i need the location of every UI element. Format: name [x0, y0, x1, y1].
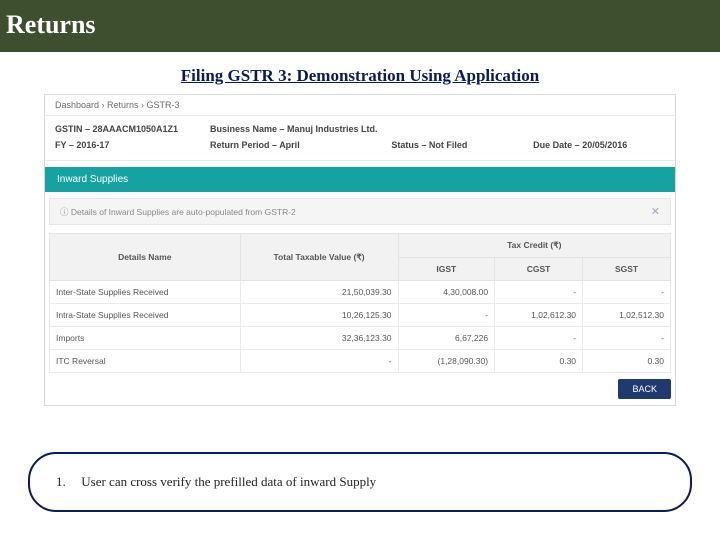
table-row: Imports 32,36,123.30 6,67,226 - - [50, 327, 671, 350]
status-field: Status – Not Filed [391, 140, 523, 150]
gstin-field: GSTIN – 28AAACM1050A1Z1 [55, 124, 200, 134]
page-title: Returns [6, 10, 96, 39]
business-name-field: Business Name – Manuj Industries Ltd. [210, 124, 381, 134]
note-text: User can cross verify the prefilled data… [81, 474, 376, 489]
col-taxable: Total Taxable Value (₹) [240, 234, 398, 281]
slide-subtitle: Filing GSTR 3: Demonstration Using Appli… [0, 52, 720, 94]
fy-field: FY – 2016-17 [55, 140, 200, 150]
col-igst: IGST [398, 258, 495, 281]
close-icon[interactable]: ✕ [651, 205, 660, 218]
col-taxcredit: Tax Credit (₹) [398, 234, 670, 258]
meta-row-1: GSTIN – 28AAACM1050A1Z1 Business Name – … [45, 116, 675, 138]
note-number: 1. [56, 474, 78, 490]
info-icon: ⓘ Details of Inward Supplies are auto-po… [60, 206, 296, 218]
due-date-field: Due Date – 20/05/2016 [533, 140, 665, 150]
col-details: Details Name [50, 234, 241, 281]
table-row: ITC Reversal - (1,28,090.30) 0.30 0.30 [50, 350, 671, 373]
table-row: Inter-State Supplies Received 21,50,039.… [50, 281, 671, 304]
section-header-inward-supplies: Inward Supplies [45, 167, 675, 192]
instruction-callout: 1. User can cross verify the prefilled d… [28, 452, 692, 512]
meta-row-2: FY – 2016-17 Return Period – April Statu… [45, 138, 675, 161]
col-sgst: SGST [583, 258, 671, 281]
page-header: Returns [0, 0, 720, 52]
back-button[interactable]: BACK [618, 379, 671, 399]
return-period-field: Return Period – April [210, 140, 381, 150]
app-screenshot: Dashboard › Returns › GSTR-3 GSTIN – 28A… [44, 94, 676, 406]
breadcrumb[interactable]: Dashboard › Returns › GSTR-3 [45, 95, 675, 116]
inward-supplies-table: Details Name Total Taxable Value (₹) Tax… [49, 233, 671, 373]
table-row: Intra-State Supplies Received 10,26,125.… [50, 304, 671, 327]
info-banner: ⓘ Details of Inward Supplies are auto-po… [49, 198, 671, 225]
col-cgst: CGST [495, 258, 583, 281]
